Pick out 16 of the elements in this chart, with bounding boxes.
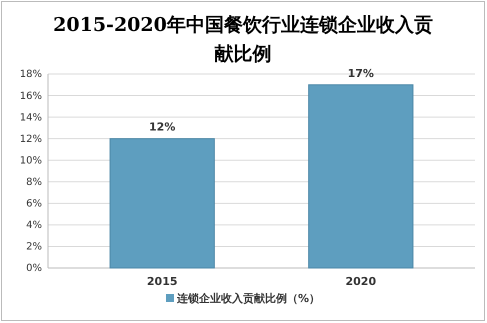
x-tick-label: 2015 — [146, 274, 178, 288]
data-label: 17% — [348, 66, 374, 80]
y-tick-label: 12% — [20, 134, 42, 145]
legend-label: 连锁企业收入贡献比例（%） — [176, 292, 320, 305]
y-tick-label: 6% — [26, 198, 42, 210]
y-tick-label: 4% — [26, 220, 42, 232]
y-tick-label: 0% — [26, 263, 42, 274]
x-tick-label: 2020 — [345, 274, 376, 288]
y-tick-label: 18% — [20, 69, 42, 80]
chart-title: 2015-2020年中国餐饮行业连锁企业收入贡献比例 — [53, 14, 433, 65]
y-tick-label: 14% — [20, 112, 42, 124]
y-tick-label: 10% — [20, 155, 42, 166]
data-label: 12% — [149, 120, 176, 134]
y-tick-label: 2% — [26, 242, 42, 253]
y-tick-label: 8% — [26, 176, 42, 188]
y-tick-label: 16% — [20, 90, 42, 102]
